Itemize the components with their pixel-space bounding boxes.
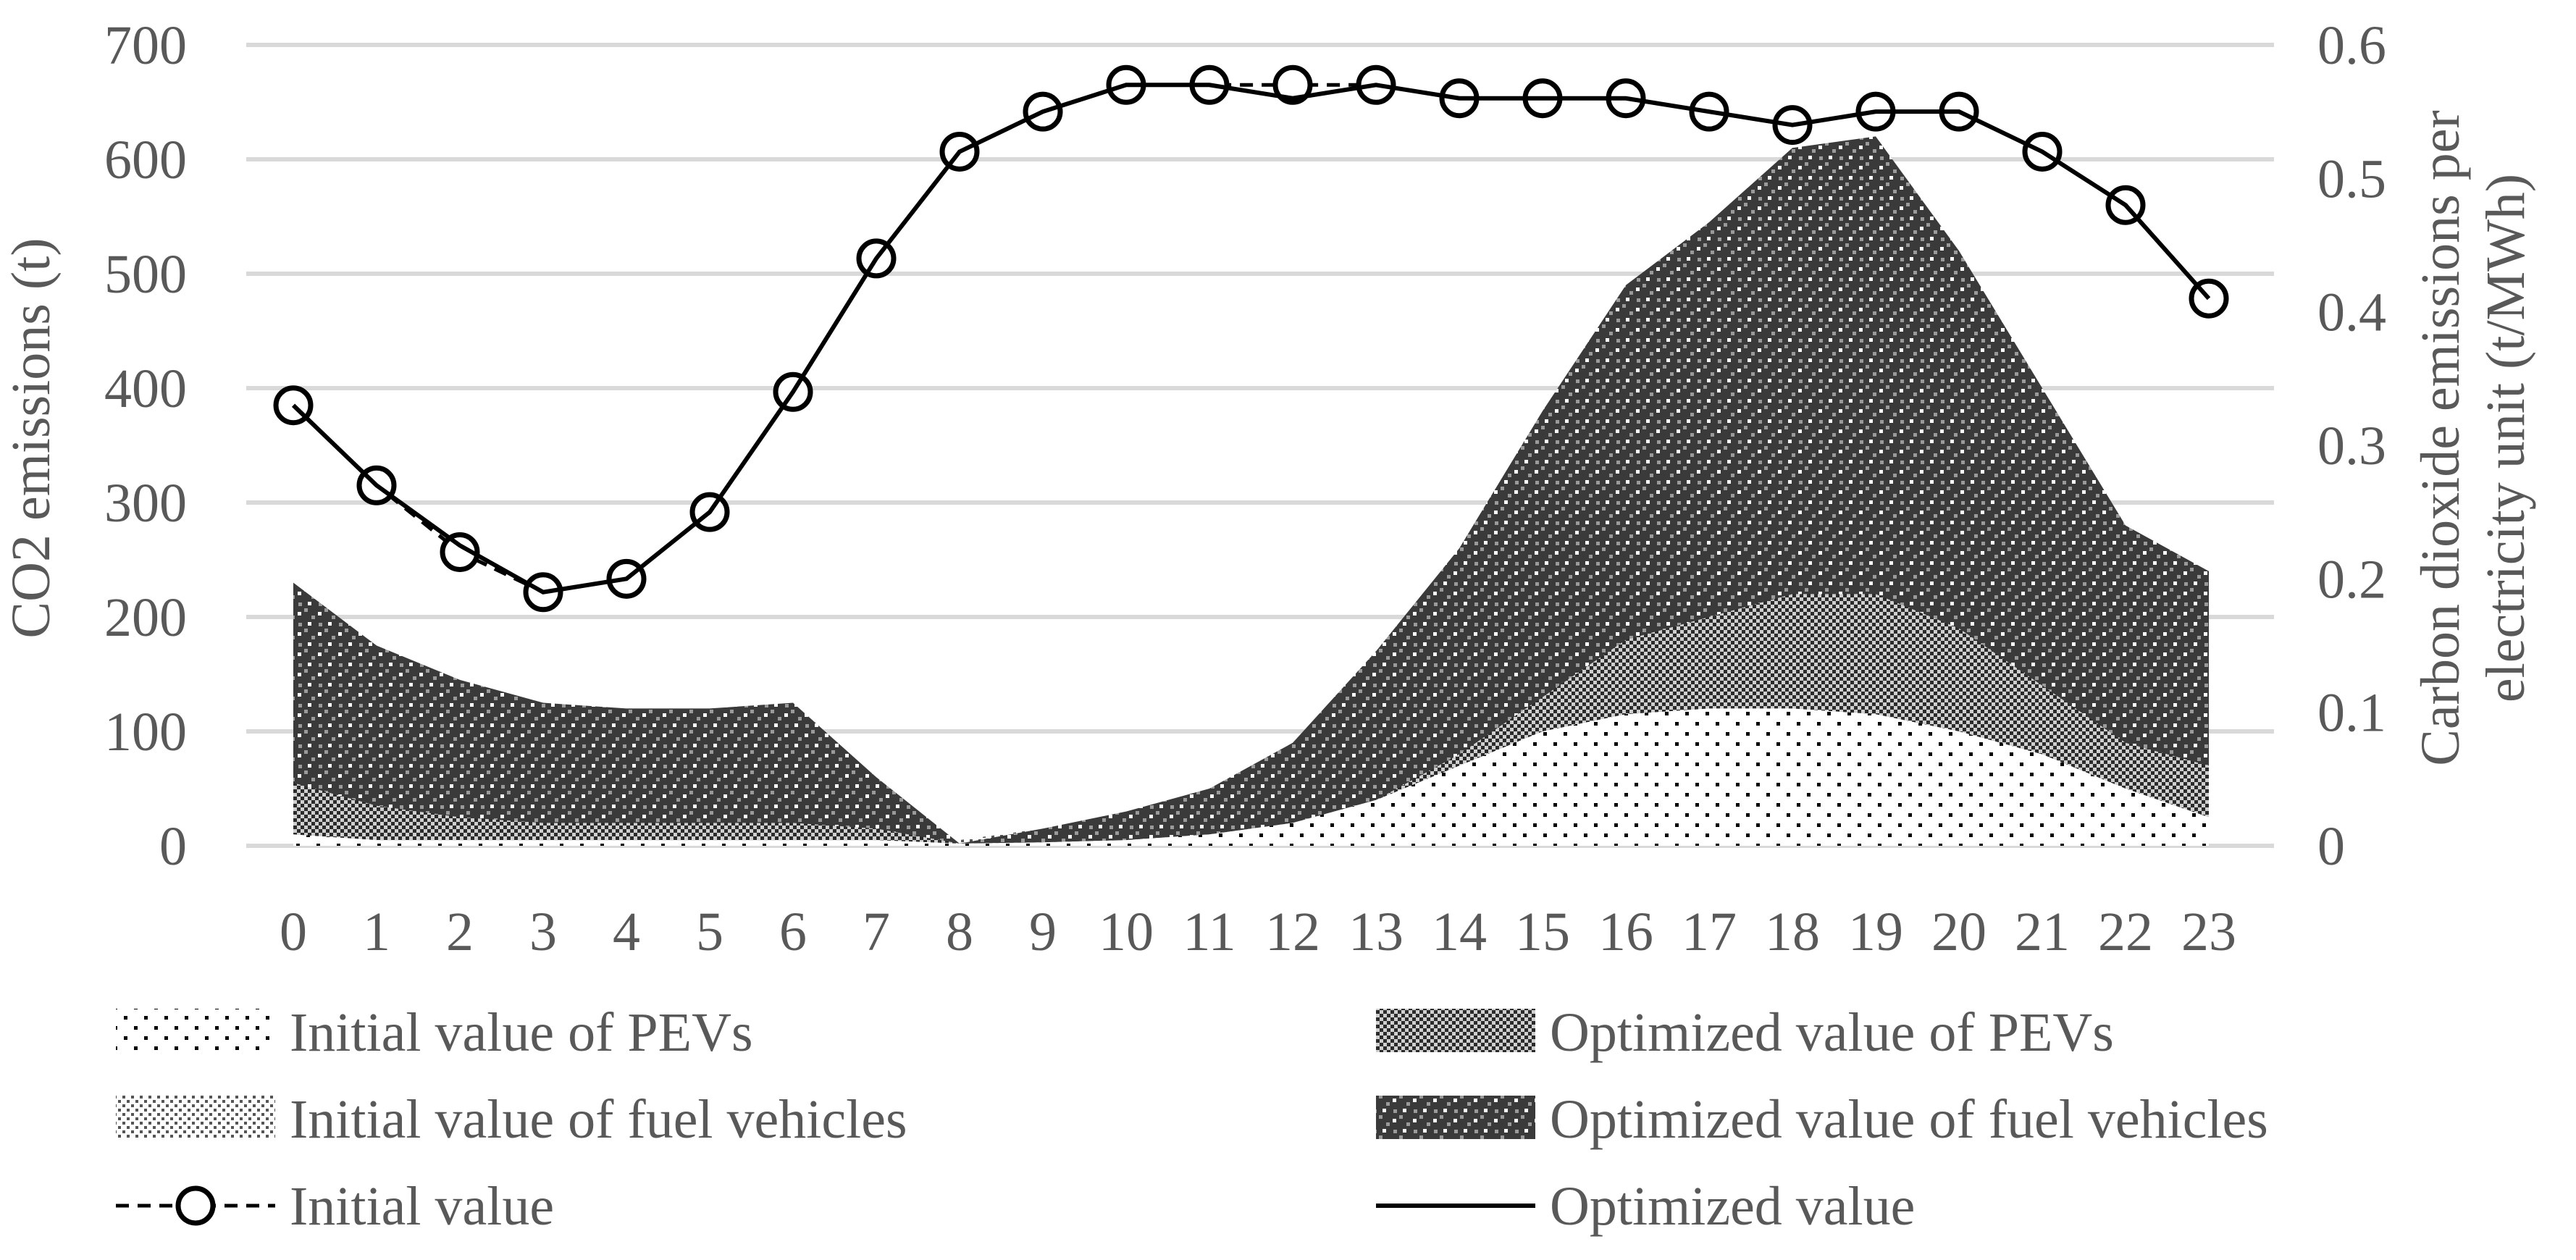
y2-tick-label: 0.5 bbox=[2317, 148, 2386, 209]
x-tick-label: 5 bbox=[696, 902, 723, 962]
line-layer bbox=[273, 64, 2229, 613]
legend-label: Initial value of PEVs bbox=[290, 1002, 753, 1063]
x-tick-label: 0 bbox=[280, 902, 307, 962]
legend-swatch bbox=[1376, 1009, 1535, 1052]
legend-marker bbox=[175, 1185, 216, 1226]
y-tick-label: 700 bbox=[104, 15, 187, 76]
y-tick-label: 100 bbox=[104, 702, 187, 763]
x-tick-label: 17 bbox=[1682, 902, 1737, 962]
x-tick-label: 8 bbox=[946, 902, 973, 962]
legend: Initial value of PEVs Optimized value of … bbox=[116, 1002, 2268, 1237]
y2-tick-label: 0 bbox=[2317, 816, 2345, 877]
x-tick-label: 21 bbox=[2015, 902, 2070, 962]
x-tick-label: 3 bbox=[529, 902, 557, 962]
x-tick-label: 2 bbox=[446, 902, 474, 962]
legend-label: Optimized value of fuel vehicles bbox=[1550, 1089, 2268, 1150]
axis-layer: 010020030040050060070000.10.20.30.40.50.… bbox=[104, 15, 2386, 962]
initial-value-marker bbox=[440, 532, 480, 572]
x-tick-label: 18 bbox=[1765, 902, 1820, 962]
legend-swatch bbox=[1376, 1096, 1535, 1139]
x-tick-label: 10 bbox=[1099, 902, 1154, 962]
y2-tick-label: 0.6 bbox=[2317, 15, 2386, 76]
x-tick-label: 19 bbox=[1848, 902, 1903, 962]
x-tick-label: 20 bbox=[1931, 902, 1986, 962]
area-series bbox=[293, 708, 2209, 846]
initial-value-marker bbox=[1272, 64, 1313, 105]
y-tick-label: 500 bbox=[104, 244, 187, 305]
x-tick-label: 13 bbox=[1348, 902, 1404, 962]
y-tick-label: 600 bbox=[104, 130, 187, 190]
x-tick-label: 1 bbox=[363, 902, 390, 962]
y2-tick-label: 0.2 bbox=[2317, 549, 2386, 610]
y-axis-title: CO2 emissions (t) bbox=[1, 238, 62, 638]
x-tick-label: 9 bbox=[1029, 902, 1057, 962]
y2-tick-label: 0.1 bbox=[2317, 683, 2386, 744]
legend-label: Initial value of fuel vehicles bbox=[290, 1089, 907, 1150]
y-tick-label: 300 bbox=[104, 473, 187, 534]
x-tick-label: 23 bbox=[2181, 902, 2236, 962]
y2-axis-title-line2: electricity unit (t/MWh) bbox=[2475, 174, 2536, 702]
y2-axis-title-line1: Carbon dioxide emissions per bbox=[2410, 110, 2471, 766]
x-tick-label: 7 bbox=[863, 902, 890, 962]
legend-label: Optimized value bbox=[1550, 1176, 1915, 1237]
x-tick-label: 6 bbox=[779, 902, 807, 962]
x-tick-label: 16 bbox=[1598, 902, 1653, 962]
y-tick-label: 0 bbox=[159, 816, 187, 877]
y-tick-label: 400 bbox=[104, 358, 187, 419]
x-tick-label: 11 bbox=[1183, 902, 1235, 962]
legend-label: Initial value bbox=[290, 1176, 554, 1237]
y2-tick-label: 0.4 bbox=[2317, 282, 2386, 343]
y2-axis-title: Carbon dioxide emissions per bbox=[2410, 110, 2471, 766]
area-layer bbox=[293, 136, 2209, 846]
x-tick-label: 22 bbox=[2098, 902, 2153, 962]
legend-label: Optimized value of PEVs bbox=[1550, 1002, 2114, 1063]
y2-axis-title-line-2: electricity unit (t/MWh) bbox=[2475, 174, 2536, 702]
x-tick-label: 4 bbox=[613, 902, 640, 962]
y2-tick-label: 0.3 bbox=[2317, 416, 2386, 476]
x-tick-label: 12 bbox=[1265, 902, 1320, 962]
legend-swatch bbox=[116, 1096, 275, 1139]
y-tick-label: 200 bbox=[104, 587, 187, 648]
x-tick-label: 15 bbox=[1515, 902, 1570, 962]
x-tick-label: 14 bbox=[1432, 902, 1487, 962]
legend-swatch bbox=[116, 1009, 275, 1052]
optimized-value-line bbox=[291, 83, 2211, 595]
